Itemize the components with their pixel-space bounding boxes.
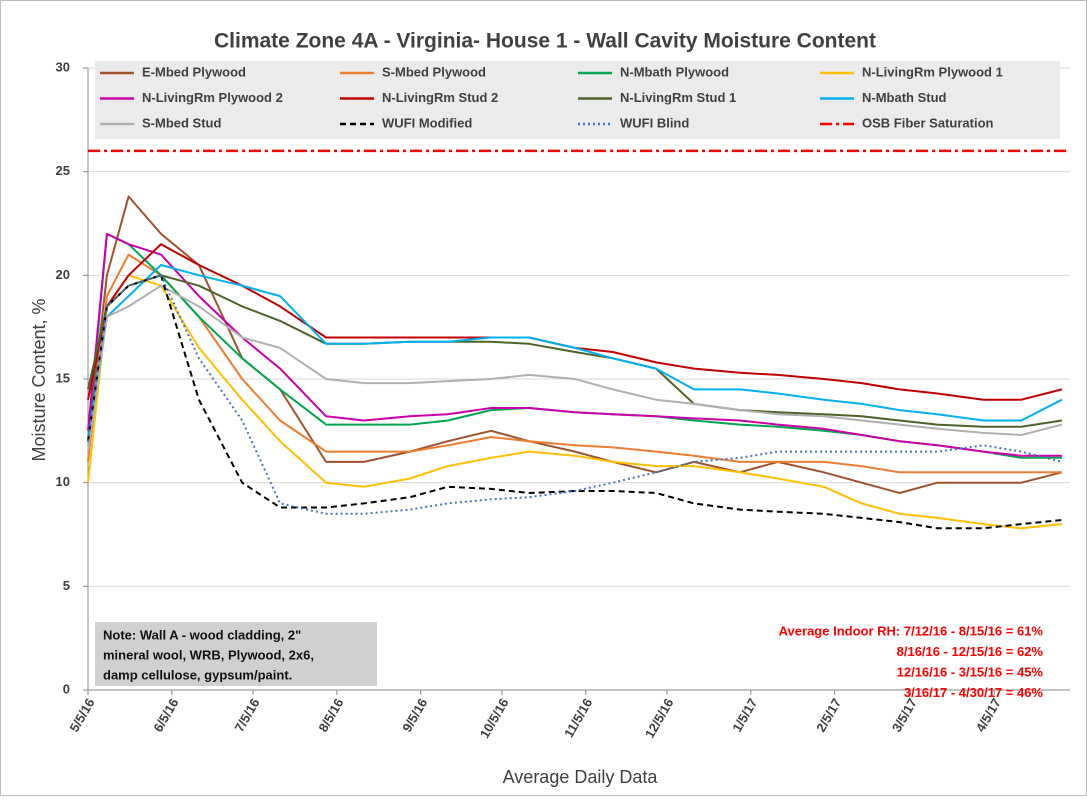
legend-box (95, 61, 1060, 139)
series-line (87, 274, 1063, 428)
legend-label: WUFI Modified (382, 115, 472, 130)
note-text: damp cellulose, gypsum/paint. (103, 667, 292, 682)
legend-label: N-Mbath Stud (862, 90, 947, 105)
rh-annotation: 8/16/16 - 12/15/16 = 62% (897, 644, 1044, 659)
series-line (87, 195, 1063, 494)
series-line (87, 274, 1063, 530)
y-axis-label: Moisture Content, % (29, 298, 49, 461)
series-line (87, 274, 1063, 530)
y-tick-label: 30 (56, 59, 70, 74)
x-axis-label: Average Daily Data (503, 767, 659, 787)
rh-annotation: 3/16/17 - 4/30/17 = 46% (904, 685, 1044, 700)
chart-title: Climate Zone 4A - Virginia- House 1 - Wa… (214, 30, 876, 53)
legend: E-Mbed Plywood S-Mbed Plywood N-Mbath Plyw… (95, 61, 1060, 139)
legend-label: N-LivingRm Plywood 1 (862, 64, 1003, 79)
legend-label: N-LivingRm Plywood 2 (142, 90, 283, 105)
y-tick-label: 15 (56, 370, 70, 385)
legend-label: E-Mbed Plywood (142, 64, 246, 79)
legend-label: S-Mbed Stud (142, 115, 221, 130)
legend-label: N-LivingRm Stud 2 (382, 90, 498, 105)
series-line (87, 284, 1063, 452)
note-box (95, 622, 377, 686)
series-line (87, 253, 1062, 474)
y-tick-label: 5 (63, 578, 70, 593)
y-tick-label: 20 (56, 267, 70, 282)
y-tick-label: 10 (56, 474, 70, 489)
series-line (87, 264, 1063, 442)
rh-annotation: 12/16/16 - 3/15/16 = 45% (897, 664, 1044, 679)
legend-label: N-Mbath Plywood (620, 64, 729, 79)
rh-annotation: Average Indoor RH: 7/12/16 - 8/15/16 = 6… (779, 623, 1044, 638)
legend-label: WUFI Blind (620, 115, 689, 130)
y-tick-label: 0 (63, 681, 70, 696)
legend-label: S-Mbed Plywood (382, 64, 486, 79)
note-text: Note: Wall A - wood cladding, 2" (103, 627, 301, 642)
series-line (87, 232, 1062, 457)
legend-label: N-LivingRm Stud 1 (620, 90, 736, 105)
legend-label: OSB Fiber Saturation (862, 115, 994, 130)
y-tick-label: 25 (56, 163, 70, 178)
note-text: mineral wool, WRB, Plywood, 2x6, (103, 647, 314, 662)
